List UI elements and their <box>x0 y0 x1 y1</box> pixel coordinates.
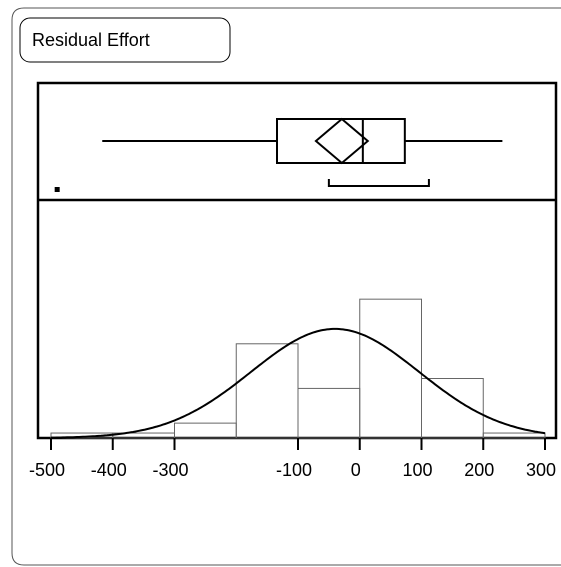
bar <box>297 387 361 439</box>
chart-title: Residual Effort <box>32 30 150 50</box>
outlier <box>54 187 60 192</box>
x-tick-label: -400 <box>91 460 127 480</box>
plot-frame <box>36 81 558 440</box>
x-tick-label: -500 <box>29 460 65 480</box>
x-tick-label: -100 <box>276 460 312 480</box>
shortest-half <box>327 179 430 187</box>
x-tick-label: 100 <box>402 460 432 480</box>
bar <box>235 343 299 439</box>
bar <box>421 378 484 439</box>
bar <box>359 298 422 439</box>
mean-diamond <box>314 117 370 165</box>
x-tick-label: -300 <box>152 460 188 480</box>
title-box <box>19 17 231 63</box>
box <box>276 118 406 164</box>
bar <box>482 432 546 439</box>
x-tick-label: 200 <box>464 460 494 480</box>
normal-curve <box>51 327 546 439</box>
x-tick-label: 0 <box>351 460 361 480</box>
bar <box>174 422 237 439</box>
x-tick-label: 300 <box>526 460 556 480</box>
outer-frame <box>11 7 561 566</box>
